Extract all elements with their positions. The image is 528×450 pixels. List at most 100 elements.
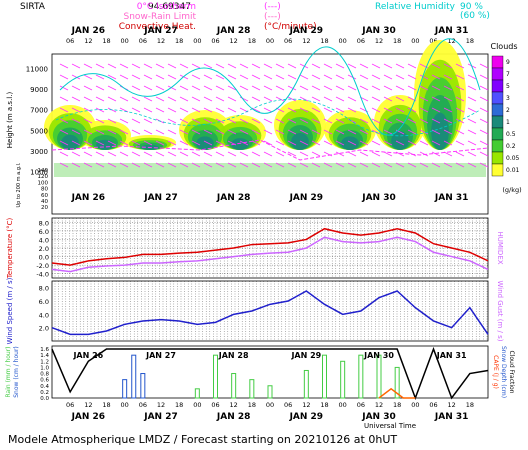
temperature-ytick-4: 0.0 (39, 254, 49, 262)
clouds-title: Clouds (490, 42, 517, 51)
wind-arrow (275, 96, 285, 102)
wind-arrow (215, 85, 225, 91)
wind-arrow (407, 118, 417, 124)
wind-arrow (263, 162, 273, 168)
rain-ylabel: Rain (mm / hour) (5, 346, 12, 397)
wind-arrow (383, 162, 393, 168)
wind-arrow (203, 118, 213, 124)
wind-arrow (443, 162, 453, 168)
cloud-band-day-3: JAN 29 (289, 193, 324, 203)
wind-arrow (467, 118, 477, 124)
wind-arrow (455, 162, 465, 168)
wind-arrow (155, 151, 165, 157)
cloud-ytick-low-0: 140 (38, 168, 49, 174)
cloud-ytick-low-2: 100 (38, 180, 49, 186)
wind-arrow (335, 129, 345, 135)
wind-ytick-0: 8.0 (39, 285, 49, 293)
wind-arrow (395, 151, 405, 157)
wind-arrow (383, 63, 393, 69)
bottom-hour-3: 00 (121, 401, 129, 409)
wind-arrow (347, 162, 357, 168)
wind-arrow (479, 63, 489, 69)
wind-arrow (359, 63, 369, 69)
cloud-band-day-1: JAN 27 (143, 193, 178, 203)
wind-arrow (227, 118, 237, 124)
wind-arrow (95, 129, 105, 135)
wind-arrow (299, 129, 309, 135)
wind-ytick-1: 6.0 (39, 298, 49, 306)
rain-ytick-0: 1.6 (40, 347, 49, 353)
wind-arrow (155, 162, 165, 168)
wind-arrow (239, 63, 249, 69)
bottom-day-1: JAN 27 (143, 412, 178, 422)
wind-arrow (467, 140, 477, 146)
clouds-scale-label-5: 1 (506, 119, 510, 126)
wind-arrow (239, 74, 249, 80)
wind-arrow (407, 107, 417, 113)
cloud-ytick-low-5: 40 (41, 199, 48, 205)
wind-arrow (467, 151, 477, 157)
wind-arrow (443, 74, 453, 80)
wind-arrow (467, 107, 477, 113)
wind-arrow (431, 96, 441, 102)
wind-arrow (419, 107, 429, 113)
cloud-blob-4-5 (291, 133, 309, 150)
top-axis-hour-18: 18 (393, 37, 401, 45)
wind-arrow (143, 107, 153, 113)
rain-bar-0-5 (303, 369, 309, 399)
temperature-ytick-2: 4.0 (39, 236, 49, 244)
wind-arrow (371, 151, 381, 157)
wind-arrow (227, 151, 237, 157)
wind-arrow (83, 118, 93, 124)
wind-arrow (179, 74, 189, 80)
wind-arrow (455, 107, 465, 113)
bottom-hour-14: 18 (320, 401, 328, 409)
wind-arrow (347, 151, 357, 157)
wind-arrow (227, 74, 237, 80)
wind-arrow (263, 85, 273, 91)
wind-arrow (179, 63, 189, 69)
bottom-hour-6: 18 (175, 401, 183, 409)
wind-arrow (383, 129, 393, 135)
wind-arrow (383, 151, 393, 157)
wind-arrow (155, 63, 165, 69)
wind-arrow (359, 74, 369, 80)
wind-arrow (167, 85, 177, 91)
wind-arrow (395, 107, 405, 113)
wind-arrow (311, 85, 321, 91)
wind-arrow (287, 63, 297, 69)
wind-arrow (419, 118, 429, 124)
wind-arrow (83, 74, 93, 80)
wind-arrow (59, 74, 69, 80)
bottom-hour-13: 12 (302, 401, 310, 409)
legend-symbol-2: (°C/minute) (264, 22, 317, 32)
wind-arrow (83, 107, 93, 113)
wind-arrow (299, 118, 309, 124)
wind-arrow (83, 151, 93, 157)
wind-arrow (83, 85, 93, 91)
top-axis-hour-12: 06 (284, 37, 292, 45)
wind-arrow (263, 140, 273, 146)
wind-arrow (167, 74, 177, 80)
rain-bar-0-8 (358, 354, 364, 399)
wind-arrow (299, 107, 309, 113)
wind-arrow (251, 140, 261, 146)
top-axis-day-0: JAN 26 (71, 26, 106, 36)
wind-arrow (71, 151, 81, 157)
wind-arrow (155, 140, 165, 146)
wind-arrow (395, 74, 405, 80)
top-axis-hour-11: 00 (266, 37, 274, 45)
wind-arrow (275, 140, 285, 146)
wind-arrow (95, 151, 105, 157)
cloud-band-day-2: JAN 28 (216, 193, 251, 203)
wind-arrow (203, 107, 213, 113)
wind-arrow (263, 118, 273, 124)
wind-arrow (323, 107, 333, 113)
temperature-ytick-6: -4.0 (36, 271, 49, 279)
humidity-label: Relative Humidity (375, 2, 456, 12)
wind-arrow (335, 85, 345, 91)
wind-arrow (395, 96, 405, 102)
top-axis-hour-21: 12 (448, 37, 456, 45)
clouds-scale-swatch-2 (491, 79, 504, 93)
legend-label-0: 0°C Isotherm (137, 2, 196, 12)
